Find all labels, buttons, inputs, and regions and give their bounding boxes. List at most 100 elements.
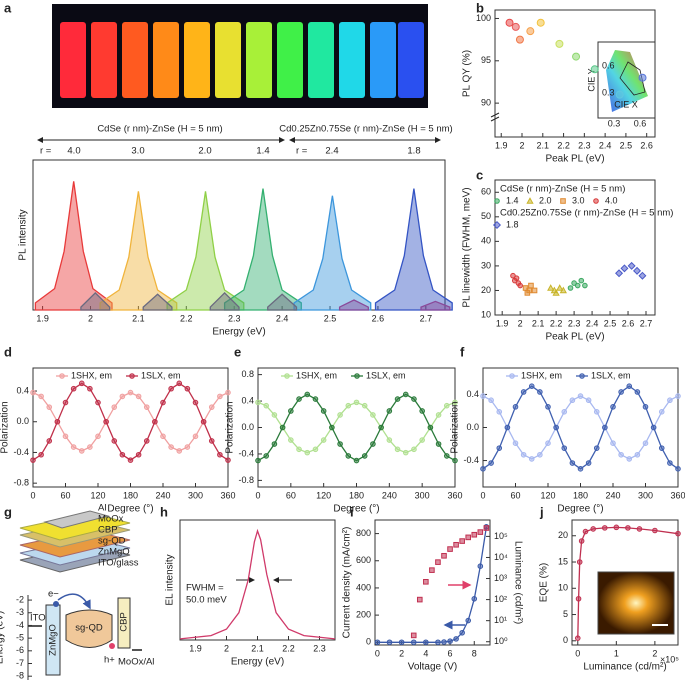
marker (545, 440, 551, 447)
x-tick-label: 2.6 (640, 140, 653, 150)
area (209, 291, 240, 311)
x-tick-label: 2.1 (532, 318, 545, 328)
x-tick-label: 0 (255, 490, 260, 500)
marker (593, 408, 600, 415)
marker (143, 438, 150, 444)
marker (585, 397, 592, 404)
marker (255, 457, 261, 464)
marker (556, 284, 564, 291)
marker (575, 595, 582, 602)
carrier-label: e− (48, 589, 59, 600)
area (293, 195, 372, 311)
legend-title: Cd0.25Zn0.75Se (r nm)-ZnSe (H = 5 nm) (500, 208, 673, 219)
x-tick-label: 1.9 (496, 318, 509, 328)
x-tick-label: 300 (415, 490, 430, 500)
marker (471, 596, 478, 602)
marker (111, 404, 118, 410)
marker (520, 389, 527, 395)
marker (263, 402, 270, 409)
marker (402, 391, 409, 398)
plot-frame (32, 367, 229, 488)
marker (480, 393, 486, 399)
x-axis-label: Voltage (V) (408, 662, 457, 673)
device-photo (597, 571, 675, 635)
marker (135, 393, 142, 400)
legend-label: 1.8 (506, 219, 519, 229)
y-tick-label: 0 (366, 637, 371, 647)
device-stack (19, 510, 131, 573)
y2-tick-label: 10⁴ (494, 552, 508, 562)
marker (345, 453, 352, 459)
marker (443, 453, 450, 459)
y-tick-label: -8 (16, 671, 24, 681)
marker (579, 373, 585, 379)
marker (184, 385, 191, 392)
area (142, 293, 173, 311)
marker (271, 441, 278, 447)
x-tick-label: 2.4 (599, 140, 612, 150)
marker (320, 408, 327, 414)
panel-label: a (4, 1, 12, 16)
x-tick-label: 300 (188, 490, 203, 500)
marker (511, 22, 520, 31)
marker (509, 373, 515, 379)
marker (658, 445, 665, 451)
x-tick-label: 2.5 (324, 313, 337, 323)
marker (627, 261, 636, 270)
marker (480, 466, 486, 472)
panel-label: j (539, 505, 544, 520)
marker (353, 457, 360, 464)
inset-tick: 0.6 (634, 118, 647, 128)
x-tick-label: 2.3 (568, 318, 581, 328)
marker (386, 408, 393, 414)
marker (667, 460, 673, 466)
marker (345, 402, 352, 409)
marker (576, 559, 583, 565)
marker (78, 448, 85, 454)
marker (411, 446, 417, 453)
marker (452, 457, 458, 464)
legend-label: 1SHX, em (71, 370, 112, 380)
panel-label: c (476, 168, 483, 183)
x-tick-label: 1.9 (495, 140, 508, 150)
area (34, 181, 113, 311)
marker (435, 412, 442, 418)
marker (496, 445, 503, 451)
x-tick-label: 2.2 (550, 318, 563, 328)
marker (255, 399, 261, 406)
marker (127, 389, 134, 396)
y-tick-label: 200 (356, 609, 371, 619)
y-tick-label: -4 (16, 620, 24, 630)
marker (465, 617, 472, 624)
marker (419, 408, 425, 414)
x-tick-label: 1 (614, 648, 619, 658)
y-axis-label: PL linewidth (FWHM, meV) (462, 187, 473, 307)
legend-label: 1SLX, em (141, 370, 181, 380)
y-tick-label: 600 (356, 555, 371, 565)
marker (471, 531, 478, 538)
annotation: r = (40, 146, 52, 157)
marker (613, 524, 620, 531)
marker (582, 282, 588, 289)
x-tick-label: 180 (123, 490, 138, 500)
x-tick-label: 2.4 (276, 313, 289, 323)
line (377, 526, 488, 643)
y-tick-label: 0.0 (466, 422, 479, 432)
marker (459, 538, 465, 544)
panel-label: d (4, 345, 12, 360)
y-tick-label: 0.8 (241, 369, 254, 379)
marker (528, 456, 535, 462)
marker (547, 284, 555, 291)
marker (152, 418, 158, 425)
marker (160, 433, 166, 440)
x-tick-label: 2.2 (557, 140, 570, 150)
y-tick-label: 0.4 (466, 389, 479, 399)
legend-label: 4.0 (605, 195, 618, 205)
annotation: Cd0.25Zn0.75Se (r nm)-ZnSe (H = 5 nm) (279, 124, 452, 135)
legend-label: 3.0 (572, 195, 585, 205)
y-tick-label: 15 (558, 556, 568, 566)
area (374, 188, 453, 311)
y2-tick-label: 10¹ (494, 615, 507, 625)
marker (625, 525, 631, 531)
